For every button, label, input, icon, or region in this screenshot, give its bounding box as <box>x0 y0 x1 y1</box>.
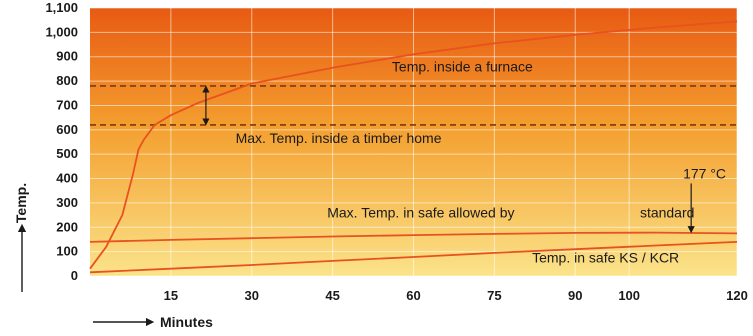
y-tick-label: 700 <box>56 97 78 112</box>
y-tick-label: 0 <box>71 268 78 283</box>
y-tick-label: 900 <box>56 49 78 64</box>
x-tick-label: 120 <box>726 288 748 303</box>
annotation-5: Temp. in safe KS / KCR <box>532 250 679 266</box>
annotation-1: Max. Temp. inside a timber home <box>236 130 442 146</box>
y-axis-label: Temp. <box>13 183 29 223</box>
y-tick-label: 600 <box>56 122 78 137</box>
reference-lines <box>90 85 737 126</box>
y-tick-labels: 0 100 200 300 400 500 600 700 800 900 1,000 1,100 <box>45 0 78 283</box>
x-axis-label: Minutes <box>160 314 213 330</box>
x-tick-label: 30 <box>245 288 259 303</box>
x-tick-label: 45 <box>325 288 339 303</box>
annotation-3: standard <box>640 205 694 221</box>
series-lines <box>89 20 738 274</box>
y-tick-label: 500 <box>56 146 78 161</box>
grid-lines <box>90 7 738 277</box>
x-tick-label: 90 <box>568 288 582 303</box>
y-tick-label: 100 <box>56 244 78 259</box>
y-tick-label: 200 <box>56 219 78 234</box>
y-tick-label: 800 <box>56 73 78 88</box>
x-tick-labels: 15 30 45 60 75 90 100 120 <box>164 288 748 303</box>
y-tick-label: 1,000 <box>45 24 78 39</box>
annotation-0: Temp. inside a furnace <box>392 58 533 74</box>
x-tick-label: 15 <box>164 288 178 303</box>
annotations: Temp. inside a furnace Max. Temp. inside … <box>236 58 726 265</box>
x-tick-label: 60 <box>406 288 420 303</box>
annotation-4: 177 °C <box>683 166 726 182</box>
y-tick-label: 1,100 <box>45 0 78 15</box>
series-line-2 <box>89 241 738 274</box>
y-tick-label: 300 <box>56 195 78 210</box>
series-line-0 <box>89 20 738 270</box>
annotation-2: Max. Temp. in safe allowed by <box>327 205 514 221</box>
y-tick-label: 400 <box>56 171 78 186</box>
x-tick-label: 75 <box>487 288 501 303</box>
x-tick-label: 100 <box>618 288 640 303</box>
series-line-1 <box>89 231 738 243</box>
